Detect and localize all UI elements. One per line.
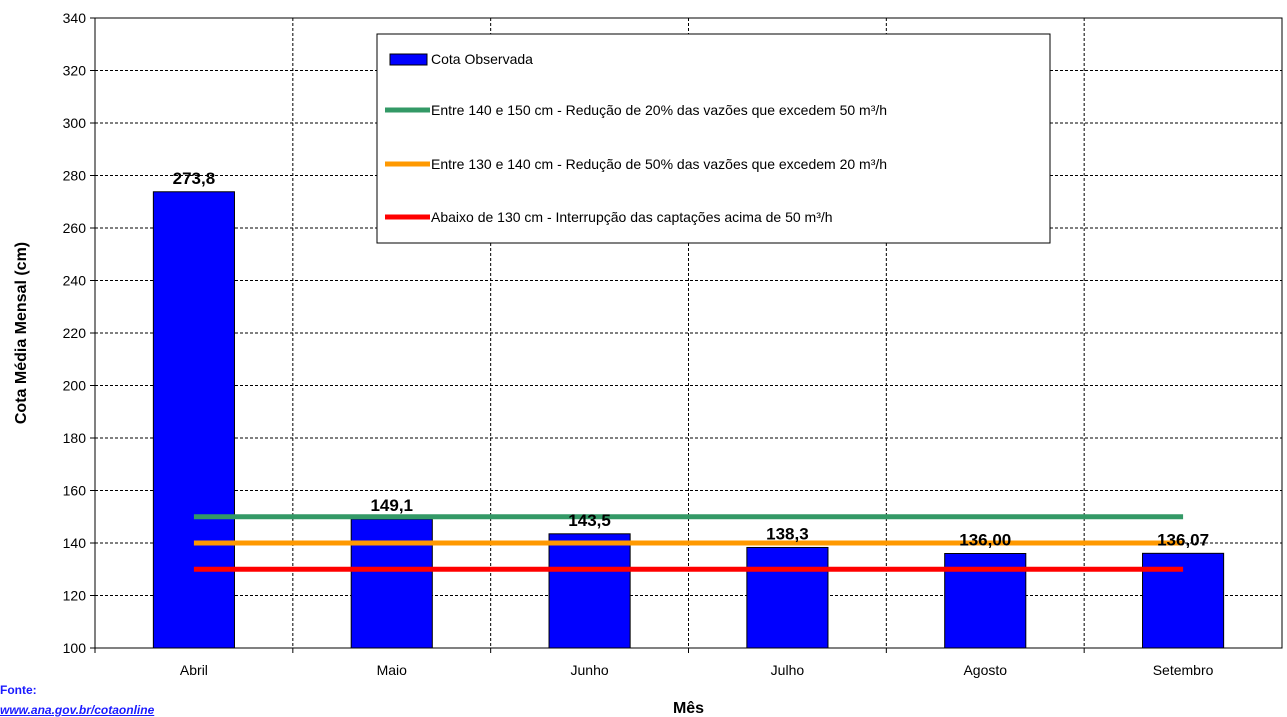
y-axis-title: Cota Média Mensal (cm) bbox=[13, 242, 30, 424]
x-tick-label: Abril bbox=[180, 662, 208, 678]
y-tick-label: 100 bbox=[63, 640, 87, 656]
data-label: 149,1 bbox=[370, 496, 413, 515]
source-url[interactable]: www.ana.gov.br/cotaonline bbox=[0, 703, 155, 717]
legend-box bbox=[376, 33, 1051, 244]
y-tick-label: 180 bbox=[63, 430, 87, 446]
legend-label: Abaixo de 130 cm - Interrupção das capta… bbox=[431, 209, 833, 225]
y-tick-label: 240 bbox=[63, 273, 87, 289]
bar bbox=[152, 191, 235, 649]
y-tick-label: 220 bbox=[63, 325, 87, 341]
bar bbox=[350, 518, 433, 649]
x-axis-title: Mês bbox=[673, 700, 704, 717]
reference-lines bbox=[193, 514, 1184, 572]
y-tick-label: 320 bbox=[63, 63, 87, 79]
legend-swatch bbox=[389, 53, 428, 66]
x-tick-label: Junho bbox=[571, 662, 609, 678]
y-ticks: 100 120 140 160 180 200 220 240 260 280 300 320 340 bbox=[63, 10, 95, 656]
y-tick-label: 160 bbox=[63, 483, 87, 499]
bars bbox=[152, 191, 1225, 649]
y-tick-label: 120 bbox=[63, 588, 87, 604]
data-label: 136,07 bbox=[1157, 530, 1209, 549]
source-label: Fonte: bbox=[0, 683, 37, 697]
y-tick-label: 300 bbox=[63, 115, 87, 131]
x-tick-label: Agosto bbox=[963, 662, 1007, 678]
y-tick-label: 340 bbox=[63, 10, 87, 26]
data-label: 143,5 bbox=[568, 511, 611, 530]
legend: Cota Observada Entre 140 e 150 cm - Reduç… bbox=[376, 33, 1051, 244]
x-tick-label: Maio bbox=[377, 662, 408, 678]
y-tick-label: 200 bbox=[63, 378, 87, 394]
data-label: 273,8 bbox=[173, 169, 216, 188]
y-tick-label: 260 bbox=[63, 220, 87, 236]
x-tick-label: Julho bbox=[771, 662, 805, 678]
data-label: 138,3 bbox=[766, 524, 809, 543]
data-label: 136,00 bbox=[959, 531, 1011, 550]
legend-label: Entre 140 e 150 cm - Redução de 20% das … bbox=[431, 102, 887, 118]
legend-label: Cota Observada bbox=[431, 51, 533, 67]
bar bbox=[548, 533, 631, 649]
y-tick-label: 280 bbox=[63, 168, 87, 184]
y-tick-label: 140 bbox=[63, 535, 87, 551]
bar bbox=[746, 546, 829, 649]
x-tick-label: Setembro bbox=[1153, 662, 1214, 678]
data-labels: 273,8 149,1 143,5 138,3 136,00 136,07 bbox=[173, 169, 1209, 550]
legend-label: Entre 130 e 140 cm - Redução de 50% das … bbox=[431, 156, 887, 172]
x-ticks: Abril Maio Junho Julho Agosto Setembro bbox=[94, 648, 1214, 678]
